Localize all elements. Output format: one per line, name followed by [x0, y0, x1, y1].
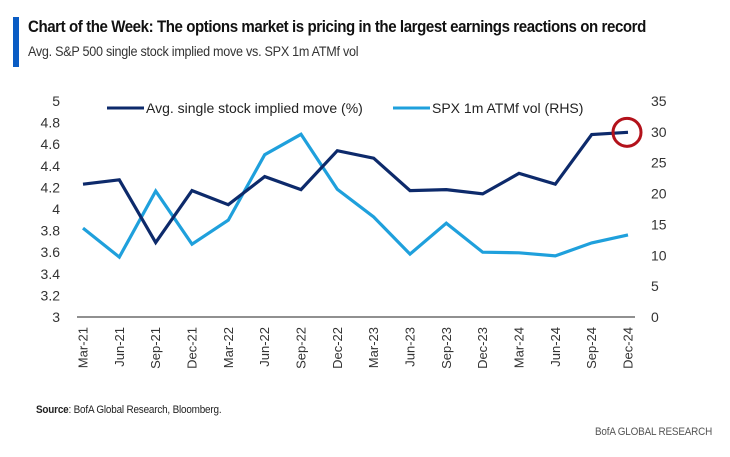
y-tick-right: 35: [651, 93, 667, 109]
y-tick-right: 20: [651, 186, 667, 202]
x-axis: Mar-21 Jun-21 Sep-21 Dec-21 Mar-22 Jun-22 Sep-…: [76, 327, 636, 369]
series-line-spx-vol: [82, 132, 629, 260]
brand-label: BofA GLOBAL RESEARCH: [594, 426, 712, 438]
y-tick-left: 4.8: [41, 115, 61, 131]
x-tick: Jun-23: [403, 327, 418, 367]
source-note: Source: BofA Global Research, Bloomberg.: [36, 404, 222, 416]
legend-label-implied-move: Avg. single stock implied move (%): [146, 100, 363, 116]
y-tick-left: 3.4: [41, 266, 61, 282]
x-tick: Sep-22: [294, 327, 309, 369]
x-tick: Dec-21: [185, 327, 200, 369]
x-tick: Jun-22: [257, 327, 272, 367]
y-tick-left: 3.2: [41, 287, 61, 303]
y-tick-left: 4.6: [41, 136, 61, 152]
y-tick-left: 4.2: [41, 179, 61, 195]
y-tick-right: 10: [651, 247, 667, 263]
y-tick-right: 5: [651, 278, 659, 294]
legend: Avg. single stock implied move (%) SPX 1…: [107, 100, 583, 116]
x-tick: Jun-24: [548, 327, 563, 367]
y-axis-left: 5 4.8 4.6 4.4 4.2 4 3.8 3.6 3.4 3.2 3: [41, 93, 61, 325]
chart-title: Chart of the Week: The options market is…: [28, 18, 646, 36]
y-tick-left: 4: [52, 201, 60, 217]
x-tick: Mar-24: [512, 327, 527, 368]
chart-area: 5 4.8 4.6 4.4 4.2 4 3.8 3.6 3.4 3.2 3 35 30 25 20 15 10…: [41, 93, 667, 369]
x-tick: Mar-21: [76, 327, 91, 368]
series-lines: [82, 130, 629, 260]
source-text: : BofA Global Research, Bloomberg.: [68, 404, 222, 416]
source-label: Source: [36, 404, 69, 416]
y-tick-right: 15: [651, 216, 667, 232]
title-accent-bar: [13, 17, 19, 67]
x-tick: Sep-21: [148, 327, 163, 369]
y-tick-right: 25: [651, 155, 667, 171]
x-tick: Sep-23: [439, 327, 454, 369]
x-tick: Sep-24: [584, 327, 599, 369]
x-tick: Dec-23: [475, 327, 490, 369]
y-axis-right: 35 30 25 20 15 10 5 0: [651, 93, 667, 325]
y-tick-left: 3.6: [41, 244, 61, 260]
x-tick: Jun-21: [112, 327, 127, 367]
x-tick: Mar-22: [221, 327, 236, 368]
y-tick-left: 3.8: [41, 223, 61, 239]
x-tick: Dec-22: [330, 327, 345, 369]
x-tick: Mar-23: [366, 327, 381, 368]
y-tick-left: 4.4: [41, 158, 61, 174]
y-tick-right: 30: [651, 124, 667, 140]
y-tick-left: 5: [52, 93, 60, 109]
y-tick-right: 0: [651, 309, 659, 325]
y-tick-left: 3: [52, 309, 60, 325]
series-line-implied-move: [82, 130, 629, 246]
x-tick: Dec-24: [621, 327, 636, 369]
legend-label-spx-vol: SPX 1m ATMf vol (RHS): [432, 100, 583, 116]
highlight-circle-annotation: [611, 116, 643, 148]
chart-subtitle: Avg. S&P 500 single stock implied move v…: [28, 43, 359, 59]
